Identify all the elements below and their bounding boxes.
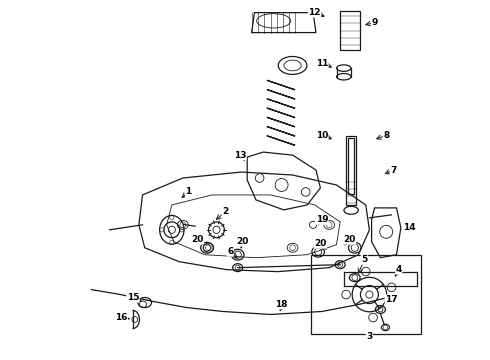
Text: 6: 6 <box>227 247 234 256</box>
Text: 13: 13 <box>234 150 246 159</box>
Text: 12: 12 <box>308 8 321 17</box>
Text: 7: 7 <box>391 166 397 175</box>
Bar <box>340 11 360 50</box>
Text: 11: 11 <box>316 59 328 68</box>
Text: 20: 20 <box>237 237 249 246</box>
Text: 20: 20 <box>191 235 204 244</box>
Bar <box>311 255 420 334</box>
Text: 17: 17 <box>385 295 398 304</box>
Text: 14: 14 <box>403 223 416 232</box>
Text: 20: 20 <box>343 235 356 244</box>
Text: 18: 18 <box>275 300 288 309</box>
Text: 19: 19 <box>316 215 328 224</box>
Text: 16: 16 <box>115 313 127 322</box>
Text: 2: 2 <box>222 207 228 216</box>
Text: 8: 8 <box>383 131 390 140</box>
Text: 3: 3 <box>367 332 372 341</box>
Text: 20: 20 <box>314 239 326 248</box>
Text: 4: 4 <box>395 265 402 274</box>
Text: 1: 1 <box>186 188 192 197</box>
Text: 10: 10 <box>316 131 328 140</box>
Text: 5: 5 <box>361 255 368 264</box>
Text: 15: 15 <box>127 293 139 302</box>
Bar <box>346 136 357 205</box>
Text: 9: 9 <box>371 18 378 27</box>
Bar <box>348 138 354 194</box>
